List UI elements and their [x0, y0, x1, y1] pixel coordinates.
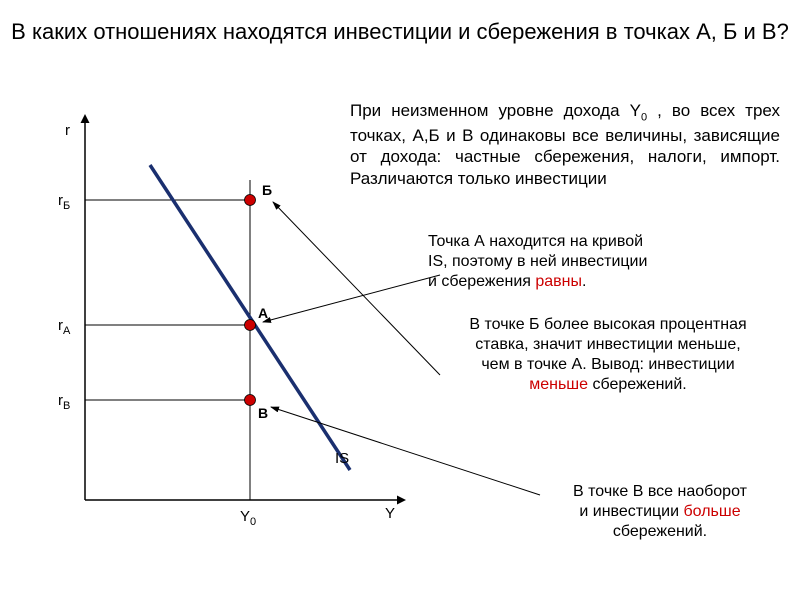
is-label: IS: [335, 450, 349, 467]
point-label-a: А: [258, 305, 268, 321]
tick-label-rv: rВ: [58, 392, 70, 412]
anno-b-red: меньше: [529, 376, 588, 393]
anno-a-red: равны: [535, 273, 582, 290]
page-title: В каких отношениях находятся инвестиции …: [0, 18, 800, 47]
y0-sub: 0: [250, 516, 256, 528]
axis-label-r: r: [65, 122, 70, 139]
anno-v-l2: и инвестиции: [579, 503, 683, 520]
anno-v-l1: В точке В все наоборот: [540, 482, 780, 502]
annotation-point-b: В точке Б более высокая процентная ставк…: [428, 315, 788, 395]
axis-label-y: Y: [385, 505, 395, 522]
anno-v-l3: сбережений.: [540, 522, 780, 542]
anno-a-l2: IS, поэтому в ней инвестиции: [428, 252, 778, 272]
y0-y: Y: [240, 508, 250, 525]
anno-v-red: больше: [684, 503, 741, 520]
rb-sub: Б: [63, 200, 70, 212]
anno-b-l1: В точке Б более высокая процентная: [428, 315, 788, 335]
paragraph-intro: При неизменном уровне дохода Y0 , во все…: [350, 100, 780, 189]
anno-b-l3: чем в точке А. Вывод: инвестиции: [428, 355, 788, 375]
point-label-b: Б: [262, 182, 272, 198]
ra-sub: А: [63, 325, 70, 337]
anno-a-l1: Точка А находится на кривой: [428, 232, 778, 252]
axis-label-y0: Y0: [240, 508, 256, 528]
annotation-point-v: В точке В все наоборот и инвестиции боль…: [540, 482, 780, 542]
chart-svg: [30, 100, 410, 530]
anno-a-l3: и сбережения: [428, 273, 535, 290]
anno-a-dot: .: [582, 273, 586, 290]
anno-b-l2: ставка, значит инвестиции меньше,: [428, 335, 788, 355]
is-chart: r Y Y0 rБ rА rВ Б А В IS: [30, 100, 410, 530]
tick-label-rb: rБ: [58, 192, 70, 212]
annotation-point-a: Точка А находится на кривой IS, поэтому …: [428, 232, 778, 292]
tick-label-ra: rА: [58, 317, 70, 337]
anno-b-l4: сбережений.: [588, 376, 687, 393]
point-label-v: В: [258, 405, 268, 421]
rv-sub: В: [63, 400, 70, 412]
